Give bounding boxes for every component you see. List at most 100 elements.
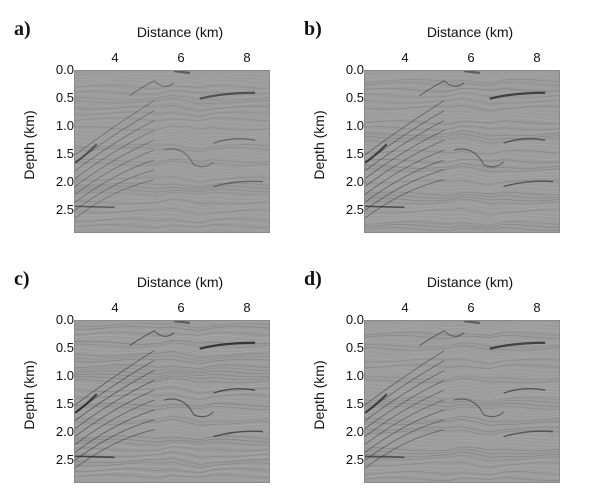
sediment-layer: [75, 415, 269, 422]
sediment-layer: [365, 380, 559, 387]
sediment-layer: [365, 221, 559, 226]
sediment-layer: [75, 117, 269, 122]
strong-reflector: [75, 393, 98, 414]
sediment-layer: [75, 176, 269, 183]
salt-boundary: [453, 148, 504, 168]
sediment-layer: [365, 172, 559, 180]
sediment-layer: [75, 76, 269, 82]
y-tick-label: 1.5: [55, 146, 74, 161]
sediment-layer: [75, 370, 269, 375]
y-tick-label: 0.0: [345, 312, 364, 327]
sediment-layer: [365, 465, 559, 471]
sediment-layer: [365, 422, 559, 430]
dipping-reflector: [75, 409, 155, 453]
sediment-layer: [75, 413, 269, 419]
y-axis-label: Depth (km): [311, 110, 327, 180]
sediment-layer: [365, 147, 559, 153]
sediment-layer: [75, 446, 269, 452]
sediment-layer: [365, 153, 559, 157]
salt-boundary: [163, 398, 214, 418]
sediment-layer: [75, 218, 269, 224]
sediment-layer: [365, 117, 559, 122]
x-tick-label: 6: [467, 300, 475, 315]
sediment-layer: [365, 130, 559, 137]
sediment-layer: [75, 429, 269, 436]
panel-d: d) Distance (km) 4 6 8 Depth (km) 0.0 0.…: [290, 250, 590, 499]
sediment-layer: [75, 194, 269, 199]
seismic-image-drawing: [75, 321, 269, 482]
seismic-image-drawing: [75, 71, 269, 232]
strong-reflector: [503, 138, 546, 144]
sediment-layer: [365, 182, 559, 188]
sediment-layer: [75, 224, 269, 229]
y-tick-label: 0.0: [345, 62, 364, 77]
sediment-layer: [365, 208, 559, 215]
sediment-layer: [75, 188, 269, 193]
x-tick-label: 8: [243, 50, 251, 65]
sediment-layer: [75, 342, 269, 348]
sediment-layer: [365, 211, 559, 219]
sediment-layer: [365, 347, 559, 355]
salt-boundary: [419, 80, 465, 97]
sediment-layer: [75, 94, 269, 101]
sediment-layer: [365, 136, 559, 144]
sediment-layer: [365, 123, 559, 128]
sediment-layer: [75, 136, 269, 144]
sediment-layer: [365, 201, 559, 208]
sediment-layer: [365, 477, 559, 482]
strong-reflector: [489, 341, 546, 350]
salt-boundary: [419, 330, 465, 347]
y-axis-label: Depth (km): [21, 360, 37, 430]
sediment-layer: [365, 403, 559, 407]
sediment-layer: [365, 108, 559, 115]
sediment-layer: [75, 451, 269, 458]
sediment-layer: [75, 386, 269, 394]
x-axis-label: Distance (km): [426, 24, 514, 40]
dipping-reflector: [365, 159, 445, 203]
sediment-layer: [365, 198, 559, 205]
y-tick-label: 2.0: [345, 424, 364, 439]
sediment-layer: [365, 79, 559, 84]
y-axis-label: Depth (km): [311, 360, 327, 430]
strong-reflector: [365, 455, 405, 459]
sediment-layer: [75, 111, 269, 117]
sediment-layer: [365, 458, 559, 465]
sediment-layer: [75, 408, 269, 413]
sediment-layer: [75, 383, 269, 391]
sediment-layer: [365, 179, 559, 186]
sediment-layer: [75, 364, 269, 370]
dipping-reflector: [75, 119, 155, 172]
sediment-layer: [75, 344, 269, 351]
sediment-layer: [365, 87, 559, 92]
strong-reflector: [75, 143, 98, 164]
sediment-layer: [365, 418, 559, 426]
sediment-layer: [75, 104, 269, 112]
sediment-layer: [365, 168, 559, 176]
sediment-layer: [75, 204, 269, 212]
sediment-layer: [365, 474, 559, 479]
salt-boundary: [163, 148, 214, 168]
sediment-layer: [365, 163, 559, 169]
sediment-layer: [365, 218, 559, 224]
sediment-layer: [75, 347, 269, 355]
sediment-layer: [365, 344, 559, 351]
sediment-layer: [75, 133, 269, 141]
dipping-reflector: [365, 139, 445, 187]
y-tick-label: 2.5: [345, 452, 364, 467]
dipping-reflector: [75, 129, 155, 180]
x-tick-label: 4: [401, 50, 409, 65]
panel-label: d): [304, 268, 322, 290]
x-tick-label: 6: [177, 50, 185, 65]
sediment-layer: [365, 158, 559, 163]
sediment-layer: [365, 111, 559, 117]
sediment-layer: [75, 334, 269, 339]
sediment-layer: [75, 168, 269, 176]
sediment-layer: [75, 351, 269, 359]
sediment-layer: [75, 172, 269, 180]
sediment-layer: [75, 438, 269, 443]
sediment-layer: [75, 114, 269, 120]
sediment-layer: [75, 150, 269, 155]
sediment-layer: [75, 322, 269, 329]
panel-label: c): [14, 268, 30, 290]
sediment-layer: [365, 72, 559, 79]
